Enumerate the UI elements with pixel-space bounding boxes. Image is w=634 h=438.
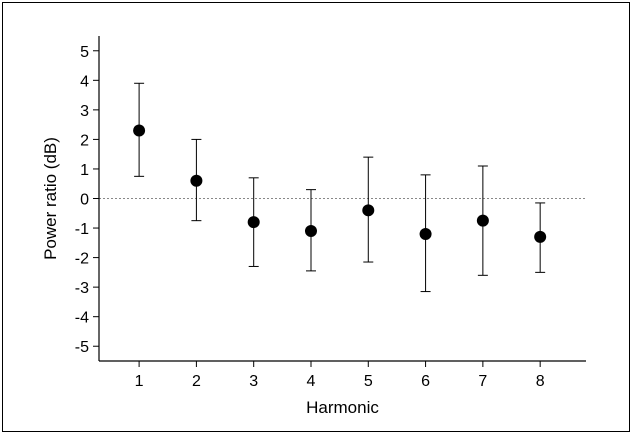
x-tick-label: 8 <box>536 373 545 390</box>
x-tick-label: 3 <box>249 373 258 390</box>
y-tick-label: 3 <box>80 103 89 120</box>
y-tick-label: 0 <box>80 192 89 209</box>
y-tick-label: -5 <box>75 339 89 356</box>
x-tick-label: 1 <box>135 373 144 390</box>
data-point <box>304 225 317 237</box>
data-point <box>476 214 489 227</box>
data-point <box>133 124 146 137</box>
data-point <box>190 174 203 187</box>
x-tick-label: 2 <box>192 373 201 390</box>
chart: 5 4 3 2 1 0 -1 -2 -3 -4 -5 1 2 3 4 5 6 7 8 Harmonic Power… <box>41 36 586 417</box>
chart-frame: 5 4 3 2 1 0 -1 -2 -3 -4 -5 1 2 3 4 5 6 7 8 Harmonic Power… <box>2 2 630 432</box>
data-point <box>534 230 547 243</box>
y-tick-label: 1 <box>80 162 89 179</box>
y-tick-label: 5 <box>80 44 89 61</box>
x-tick-label: 6 <box>421 373 430 390</box>
data-point <box>362 204 375 217</box>
data-point <box>419 227 432 240</box>
y-tick-label: -2 <box>75 251 89 268</box>
x-tick-label: 7 <box>478 373 487 390</box>
x-tick-label: 5 <box>364 373 373 390</box>
y-tick-label: -1 <box>75 221 89 238</box>
y-axis-label: Power ratio (dB) <box>41 137 60 260</box>
y-tick-label: 4 <box>80 73 89 90</box>
x-tick-label: 4 <box>307 373 316 390</box>
y-tick-label: -3 <box>75 280 89 297</box>
x-axis-label: Harmonic <box>306 398 379 417</box>
data-point <box>247 216 260 229</box>
y-tick-label: 2 <box>80 132 89 149</box>
y-tick-label: -4 <box>75 310 89 327</box>
